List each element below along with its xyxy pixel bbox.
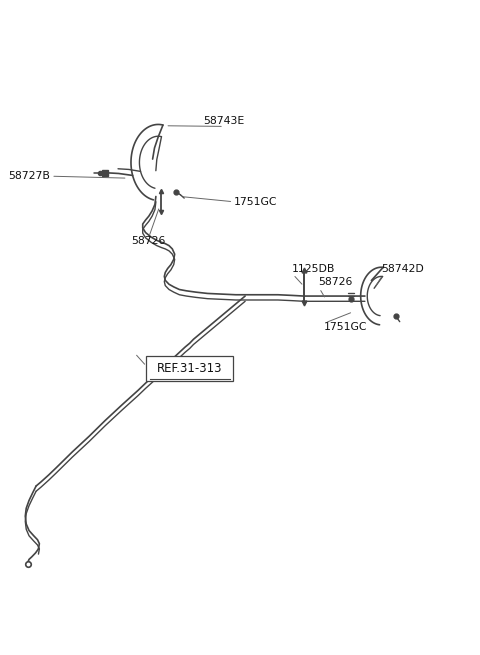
Text: 58726: 58726 [132,236,166,246]
Bar [146,356,233,381]
Text: 58743E: 58743E [204,116,245,126]
Text: 1751GC: 1751GC [324,322,368,332]
Text: 58727B: 58727B [8,171,50,181]
Text: 58742D: 58742D [381,264,424,274]
Text: 1125DB: 1125DB [292,264,336,274]
Text: 58726: 58726 [318,277,352,287]
Text: 1751GC: 1751GC [233,196,277,207]
Text: REF.31-313: REF.31-313 [157,362,223,375]
